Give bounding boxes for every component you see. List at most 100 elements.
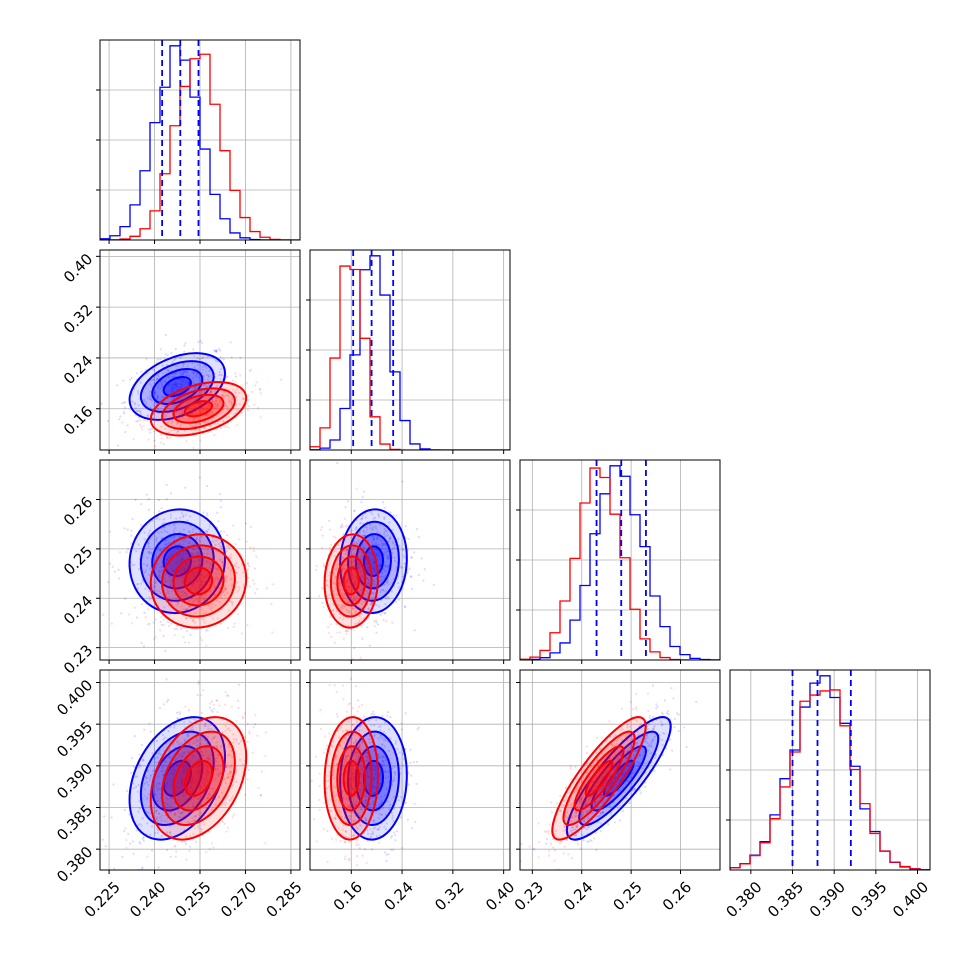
scatter-point [361,543,364,546]
scatter-point [318,808,321,811]
scatter-point [387,555,390,558]
scatter-point [360,576,363,579]
scatter-point [376,875,378,877]
scatter-point [177,786,180,789]
scatter-point [341,566,345,569]
scatter-point [340,593,343,596]
scatter-point [186,562,190,565]
scatter-point [168,555,171,558]
scatter-point [223,390,226,393]
scatter-point [161,564,164,567]
scatter-point [140,867,144,870]
scatter-point [197,680,200,683]
scatter-point [381,542,384,545]
scatter-point [364,516,368,519]
scatter-point [256,587,259,591]
scatter-point [259,388,262,391]
scatter-point [365,526,368,529]
scatter-point [235,571,238,574]
scatter-point [226,826,230,829]
scatter-point [388,537,392,540]
scatter-point [342,698,345,701]
scatter-point [157,531,160,534]
scatter-point [232,412,235,416]
scatter-point [178,417,181,421]
scatter-point [155,827,159,831]
scatter-point [213,349,216,352]
panel-2-1 [306,459,511,664]
scatter-point [187,750,191,753]
histogram-step-1 [310,255,510,450]
scatter-point [189,834,192,838]
scatter-point [141,866,144,869]
scatter-point [133,786,136,790]
scatter-point [160,382,164,386]
scatter-point [329,623,333,626]
scatter-point [225,425,228,428]
scatter-point [145,493,148,496]
scatter-point [235,562,238,565]
scatter-point [192,418,195,421]
scatter-point [200,711,203,714]
scatter-point [155,590,158,593]
scatter-point [117,568,120,571]
scatter-point [211,710,214,713]
scatter-point [347,610,350,613]
scatter-point [227,566,230,570]
scatter-point [372,710,375,713]
scatter-point [155,785,158,788]
scatter-point [136,790,140,793]
scatter-point [414,820,417,824]
scatter-point [168,749,171,752]
scatter-point [189,616,193,620]
scatter-point [245,382,248,385]
scatter-point [219,374,222,377]
scatter-point [321,534,324,537]
scatter-point [159,399,162,402]
scatter-point [180,590,183,594]
scatter-point [237,409,240,412]
scatter-point [234,771,238,774]
scatter-point [161,769,165,773]
scatter-point [388,536,392,539]
scatter-point [360,625,363,628]
scatter-point [212,846,215,849]
scatter-point [191,726,194,729]
scatter-point [182,515,185,518]
scatter-point [146,414,150,418]
scatter-point [213,389,217,392]
scatter-point [383,851,387,854]
scatter-point [188,599,191,602]
scatter-point [334,575,337,578]
scatter-point [367,579,371,582]
scatter-point [146,413,149,417]
scatter-point [171,570,175,573]
scatter-point [217,577,220,580]
scatter-point [167,555,171,558]
scatter-point [259,416,262,419]
scatter-point [386,534,389,537]
scatter-point [192,600,195,603]
scatter-point [345,710,349,713]
scatter-point [167,730,170,733]
scatter-point [356,622,359,625]
scatter-point [343,592,346,596]
scatter-point [210,738,213,741]
scatter-point [188,515,192,518]
scatter-point [211,700,214,703]
scatter-point [217,542,220,546]
scatter-point [344,840,347,844]
scatter-point [373,582,376,585]
panel-content [100,670,300,870]
scatter-point [333,684,336,687]
scatter-point [172,384,175,387]
scatter-point [203,762,207,765]
scatter-point [410,556,414,559]
scatter-point [183,738,187,741]
scatter-point [377,605,381,608]
scatter-point [328,571,332,574]
scatter-point [389,511,392,514]
scatter-point [254,714,257,717]
scatter-point [259,392,262,395]
scatter-point [123,527,126,530]
